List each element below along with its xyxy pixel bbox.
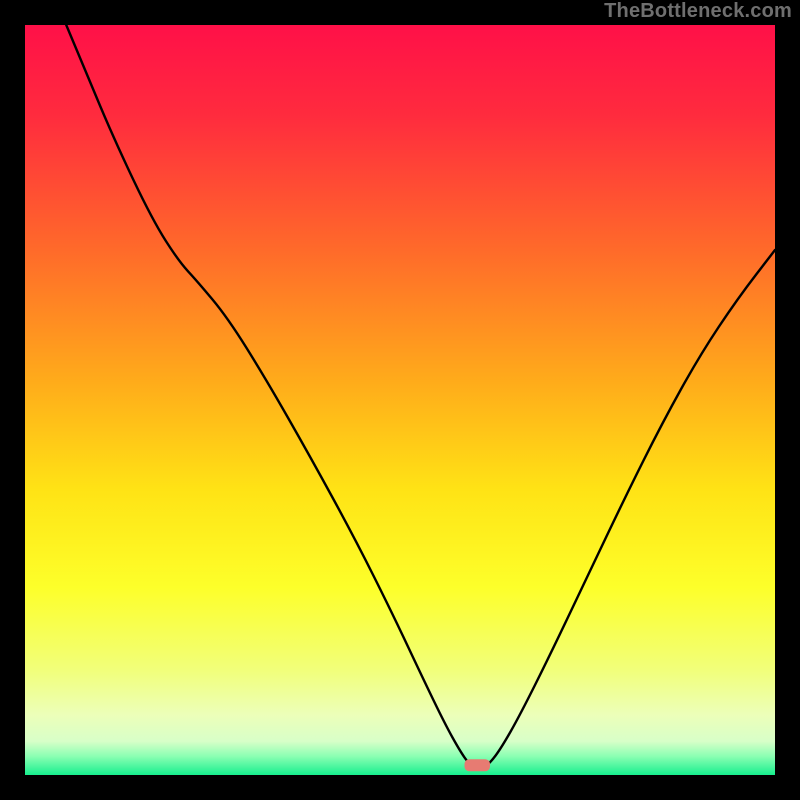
plot-background <box>25 25 775 775</box>
watermark-text: TheBottleneck.com <box>604 0 792 23</box>
optimum-marker <box>465 759 491 771</box>
bottleneck-chart <box>0 0 800 800</box>
chart-frame: TheBottleneck.com <box>0 0 800 800</box>
